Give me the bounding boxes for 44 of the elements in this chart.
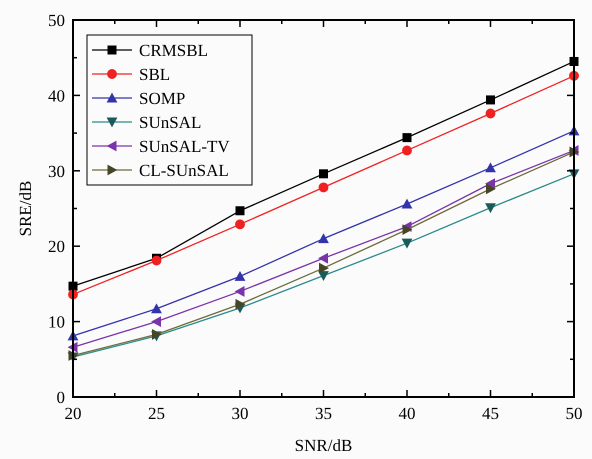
x-tick-label: 50	[566, 404, 582, 423]
point	[402, 198, 412, 208]
x-tick-label: 25	[148, 404, 165, 423]
point	[402, 145, 412, 156]
x-tick-label: 20	[64, 404, 82, 423]
point	[151, 303, 162, 314]
legend-label: CRMSBL	[139, 40, 208, 60]
x-tick-label: 35	[315, 404, 332, 423]
point	[318, 252, 328, 264]
y-tick-label: 50	[48, 10, 65, 30]
point	[318, 182, 328, 192]
y-tick-label: 20	[48, 237, 65, 256]
point	[151, 316, 161, 327]
legend-label: SUnSAL-TV	[139, 136, 230, 156]
point	[402, 238, 412, 249]
x-tick-label: 40	[398, 404, 416, 423]
legend-label: SOMP	[139, 88, 186, 108]
point	[236, 206, 244, 216]
point	[486, 183, 496, 194]
point	[402, 133, 412, 142]
point	[485, 203, 496, 214]
x-tick-label: 30	[232, 404, 248, 423]
point	[319, 262, 329, 274]
y-tick-label: 10	[48, 312, 65, 332]
x-tick-label: 45	[482, 404, 499, 423]
point	[485, 162, 496, 172]
point	[152, 256, 162, 266]
y-tick-label: 0	[56, 388, 65, 407]
point	[402, 224, 412, 236]
legend-label: SUnSAL	[139, 112, 202, 132]
point	[234, 270, 246, 281]
legend-label: SBL	[139, 64, 170, 84]
y-tick-label: 30	[48, 162, 65, 181]
y-tick-label: 40	[48, 86, 65, 106]
point	[486, 95, 495, 104]
point	[234, 286, 244, 297]
legend-label: CL-SUnSAL	[139, 160, 229, 180]
point	[235, 219, 245, 230]
x-axis-title: SNR/dB	[294, 436, 352, 455]
point	[319, 169, 328, 178]
point	[318, 233, 329, 244]
point	[236, 298, 246, 310]
y-axis-title: SRE/dB	[16, 180, 35, 236]
point	[486, 108, 496, 118]
